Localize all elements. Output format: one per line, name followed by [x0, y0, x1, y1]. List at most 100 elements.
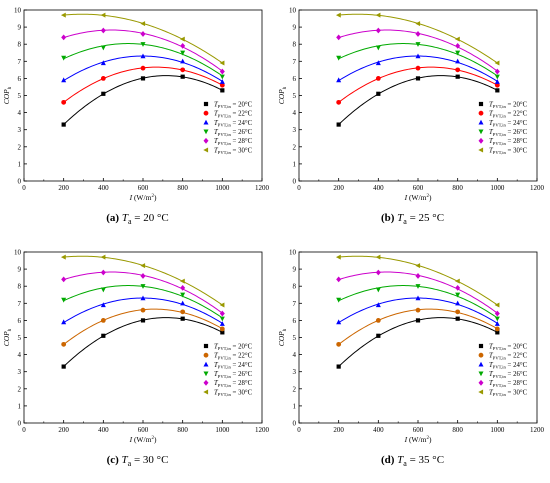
y-tick-label: 5 [18, 92, 22, 100]
x-tick-label: 0 [22, 184, 26, 192]
legend-label-4: TPVT,in = 26°C [489, 371, 528, 380]
legend-marker-5 [203, 379, 209, 386]
legend-marker-4 [478, 371, 484, 377]
data-point-s2-2 [375, 76, 381, 81]
data-point-s2-5 [494, 326, 500, 332]
series-line-2 [338, 66, 498, 103]
chart-panel-d: 0 200 400 600 800 1000 1200 0 1 2 3 4 5 6 7 8 9 10 I (W/m2… [277, 249, 545, 445]
legend-label-5: TPVT,in = 28°C [489, 138, 528, 147]
data-point-s4-1 [336, 297, 342, 303]
data-point-s4-5 [494, 74, 500, 80]
legend-marker-3 [203, 119, 209, 125]
y-axis-label: COPh [277, 328, 288, 346]
data-point-s4-4 [455, 292, 461, 298]
data-point-s6-1 [335, 12, 341, 18]
legend-label-1: TPVT,in = 20°C [489, 343, 528, 352]
data-point-s5-3 [415, 273, 421, 279]
legend-label-6: TPVT,in = 30°C [214, 389, 253, 398]
legend-marker-3 [203, 361, 209, 367]
data-point-s2-4 [455, 67, 461, 73]
data-point-s2-5 [219, 82, 225, 88]
series-line-1 [63, 75, 223, 125]
y-tick-label: 10 [14, 249, 22, 257]
x-tick-label: 400 [373, 184, 384, 192]
legend-label-3: TPVT,in = 24°C [489, 120, 528, 129]
data-point-s3-4 [455, 58, 461, 64]
legend-marker-6 [203, 147, 209, 153]
data-point-s6-3 [140, 21, 146, 27]
y-tick-label: 10 [289, 249, 297, 257]
legend-marker-1 [203, 101, 209, 107]
legend-label-4: TPVT,in = 26°C [489, 129, 528, 138]
x-tick-label: 800 [177, 426, 188, 434]
data-point-s1-3 [415, 318, 421, 323]
data-point-s1-5 [495, 88, 500, 93]
data-point-s1-3 [140, 318, 146, 323]
data-point-s1-5 [220, 330, 225, 335]
x-tick-label: 1000 [215, 184, 230, 192]
y-tick-label: 7 [293, 300, 297, 308]
data-point-s1-1 [61, 364, 66, 369]
legend-marker-5 [478, 379, 484, 386]
data-point-s1-4 [455, 74, 460, 79]
data-point-s3-2 [100, 302, 106, 308]
y-axis-label: COPh [2, 328, 13, 346]
data-point-s1-4 [180, 316, 185, 321]
y-axis-label: COPh [277, 86, 288, 104]
y-tick-label: 9 [18, 266, 22, 274]
data-point-s2-3 [140, 307, 146, 313]
data-point-s5-1 [336, 276, 342, 283]
data-point-s5-4 [455, 285, 461, 291]
data-point-s5-5 [219, 68, 225, 75]
x-tick-label: 1200 [530, 184, 545, 192]
y-tick-label: 1 [293, 402, 297, 410]
y-tick-label: 4 [18, 109, 22, 117]
data-point-s6-3 [415, 21, 421, 27]
legend-label-3: TPVT,in = 24°C [214, 362, 253, 371]
data-point-s6-4 [179, 36, 185, 42]
x-tick-label: 1000 [215, 426, 230, 434]
y-tick-label: 6 [293, 75, 297, 83]
data-point-s5-5 [494, 310, 500, 317]
y-tick-label: 2 [18, 143, 22, 151]
y-tick-label: 2 [293, 385, 297, 393]
y-tick-label: 10 [289, 7, 297, 15]
y-tick-label: 0 [293, 420, 297, 428]
y-tick-label: 7 [293, 58, 297, 66]
y-tick-label: 5 [18, 334, 22, 342]
data-point-s2-2 [100, 76, 106, 81]
data-point-s3-5 [494, 321, 500, 326]
series-line-1 [338, 317, 498, 367]
legend-label-4: TPVT,in = 26°C [214, 129, 253, 138]
series-line-1 [338, 75, 498, 125]
y-tick-label: 9 [293, 24, 297, 32]
x-tick-label: 600 [138, 184, 149, 192]
y-tick-label: 8 [18, 283, 22, 291]
legend-label-2: TPVT,in = 22°C [489, 353, 528, 362]
data-point-s6-3 [140, 263, 146, 269]
chart-panel-a: 0 200 400 600 800 1000 1200 0 1 2 3 4 5 6 7 8 9 10 I (W/m2… [2, 7, 270, 203]
y-tick-label: 3 [293, 368, 297, 376]
x-axis-label: I (W/m2) [404, 435, 432, 444]
legend-marker-1 [478, 343, 484, 349]
data-point-s5-2 [100, 269, 106, 276]
data-point-s3-3 [415, 295, 421, 301]
x-tick-label: 600 [413, 184, 424, 192]
data-point-s6-5 [219, 302, 225, 308]
y-tick-label: 0 [18, 420, 22, 428]
y-tick-label: 9 [293, 266, 297, 274]
y-tick-label: 1 [293, 160, 297, 168]
y-tick-label: 10 [14, 7, 22, 15]
data-point-s6-2 [375, 254, 381, 260]
legend-label-6: TPVT,in = 30°C [489, 147, 528, 156]
data-point-s2-3 [415, 307, 421, 313]
series-line-2 [338, 308, 498, 345]
legend-marker-1 [203, 343, 209, 349]
data-point-s2-2 [100, 318, 106, 323]
data-point-s6-3 [415, 263, 421, 269]
y-tick-label: 4 [293, 351, 297, 359]
y-tick-label: 2 [18, 385, 22, 393]
legend-label-2: TPVT,in = 22°C [214, 353, 253, 362]
data-point-s4-2 [375, 287, 381, 293]
data-point-s4-4 [180, 292, 186, 298]
